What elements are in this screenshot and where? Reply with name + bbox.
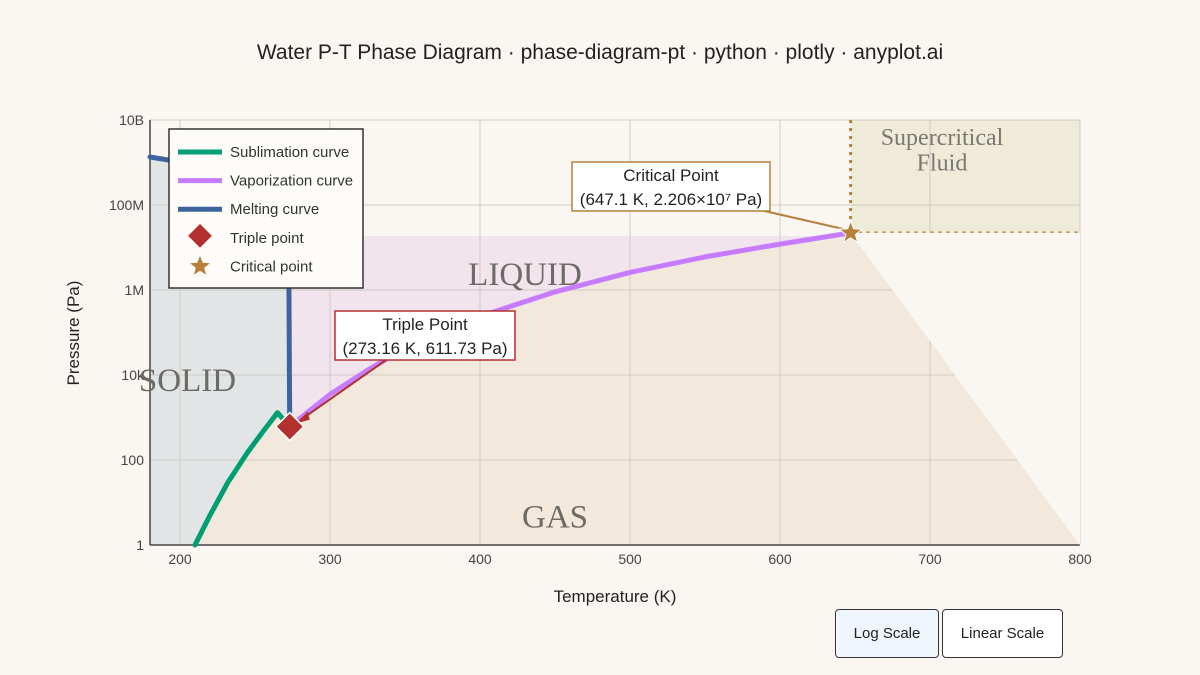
x-axis-label: Temperature (K) bbox=[554, 587, 677, 606]
critical-point-annotation-value: (647.1 K, 2.206×10⁷ Pa) bbox=[580, 190, 762, 209]
region-label-gas: GAS bbox=[522, 499, 588, 535]
y-tick-label: 1 bbox=[136, 537, 144, 553]
x-tick-label: 200 bbox=[168, 551, 192, 567]
legend-label-critical-point: Critical point bbox=[230, 258, 313, 275]
linear-scale-button[interactable]: Linear Scale bbox=[942, 609, 1063, 658]
x-tick-label: 600 bbox=[768, 551, 792, 567]
region-label-supercritical: Supercritical bbox=[881, 125, 1004, 151]
triple-point-annotation-title: Triple Point bbox=[382, 315, 468, 334]
y-axis-label: Pressure (Pa) bbox=[64, 281, 83, 386]
triple-point-annotation-value: (273.16 K, 611.73 Pa) bbox=[342, 339, 507, 358]
legend-swatch-critical-point bbox=[187, 252, 213, 278]
triple-point-marker bbox=[274, 411, 305, 442]
log-scale-button[interactable]: Log Scale bbox=[835, 609, 939, 658]
critical-point-annotation-title: Critical Point bbox=[623, 166, 719, 185]
legend-label-sublimation-curve: Sublimation curve bbox=[230, 144, 349, 161]
chart-title: Water P-T Phase Diagram · phase-diagram-… bbox=[257, 41, 943, 64]
y-tick-label: 100M bbox=[109, 197, 144, 213]
outside-region bbox=[850, 232, 1080, 545]
critical-point-annotation-box bbox=[571, 161, 771, 212]
supercritical-region bbox=[850, 120, 1080, 233]
critical-point-arrow bbox=[759, 209, 843, 230]
region-label-fluid: Fluid bbox=[917, 151, 968, 177]
gas-region bbox=[195, 232, 1080, 545]
legend-swatch-triple-point bbox=[185, 221, 215, 250]
critical-point-marker bbox=[837, 219, 864, 244]
region-label-solid: SOLID bbox=[139, 363, 236, 399]
x-tick-label: 500 bbox=[618, 551, 642, 567]
y-tick-label: 10k bbox=[121, 367, 145, 383]
legend-label-triple-point: Triple point bbox=[230, 230, 304, 247]
triple-point-arrowhead bbox=[295, 411, 310, 424]
x-tick-label: 300 bbox=[318, 551, 342, 567]
y-tick-label: 10B bbox=[119, 112, 144, 128]
x-tick-label: 800 bbox=[1068, 551, 1092, 567]
legend-label-melting-curve: Melting curve bbox=[230, 201, 319, 218]
series-line-sublimation-curve bbox=[192, 410, 293, 548]
y-tick-label: 100 bbox=[121, 452, 145, 468]
region-label-liquid: LIQUID bbox=[468, 257, 582, 293]
legend-label-vaporization-curve: Vaporization curve bbox=[230, 173, 353, 190]
liquid-region bbox=[286, 232, 851, 427]
triple-point-arrow bbox=[299, 359, 387, 422]
y-tick-label: 1M bbox=[125, 282, 144, 298]
triple-point-annotation-box bbox=[334, 310, 516, 361]
x-tick-label: 700 bbox=[918, 551, 942, 567]
x-tick-label: 400 bbox=[468, 551, 492, 567]
